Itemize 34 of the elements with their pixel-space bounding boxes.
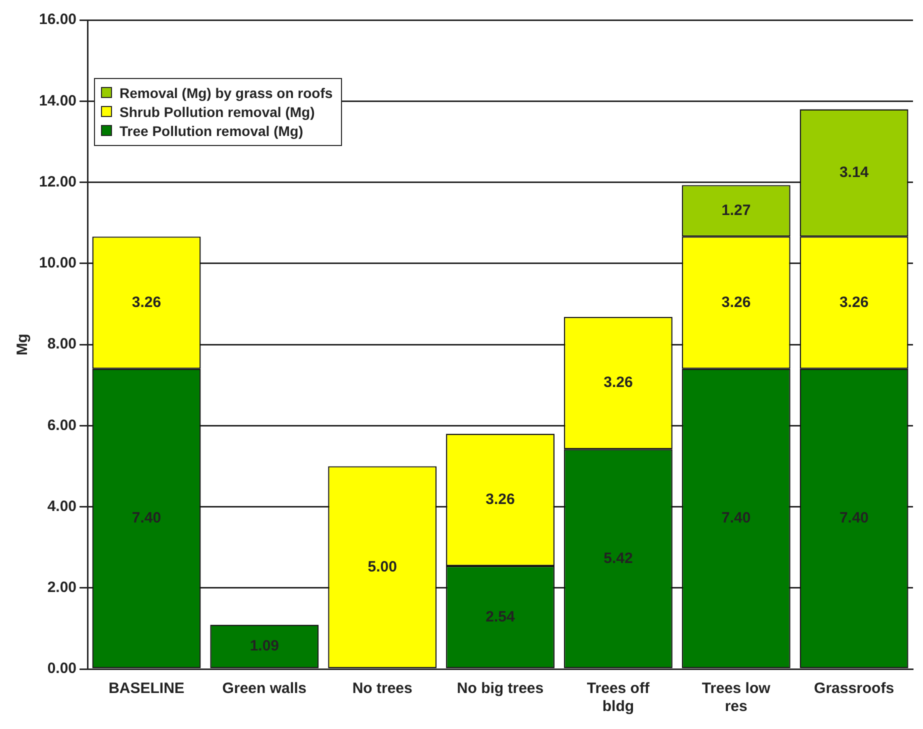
data-label: 5.00 xyxy=(368,558,397,576)
y-tick-label: 14.00 xyxy=(38,92,77,110)
legend-label: Tree Pollution removal (Mg) xyxy=(120,122,304,139)
legend-label: Shrub Pollution removal (Mg) xyxy=(120,104,315,120)
data-label: 3.26 xyxy=(132,294,162,311)
legend-label: Removal (Mg) by grass on roofs xyxy=(120,84,333,101)
data-label: 3.14 xyxy=(839,164,870,182)
data-label: 3.26 xyxy=(486,490,515,508)
x-tick-label: BASELINE xyxy=(108,680,184,698)
y-tick-label: 10.00 xyxy=(38,254,77,272)
y-tick-label: 12.00 xyxy=(38,173,77,190)
y-tick-label: 16.00 xyxy=(38,11,77,28)
data-label: 7.40 xyxy=(722,510,751,527)
y-tick-label: 2.00 xyxy=(47,579,77,596)
y-tick-label: 0.00 xyxy=(47,660,77,678)
data-label: 7.40 xyxy=(839,510,869,527)
x-tick-label: Green walls xyxy=(222,680,307,698)
data-label: 7.40 xyxy=(132,510,162,527)
y-tick-label: 8.00 xyxy=(47,336,77,353)
data-label: 5.42 xyxy=(604,550,633,567)
y-tick-label: 6.00 xyxy=(47,416,77,434)
data-label: 3.26 xyxy=(722,294,751,311)
data-label: 3.26 xyxy=(839,294,869,311)
x-tick-label: No big trees xyxy=(456,680,544,698)
data-label: 1.27 xyxy=(722,202,751,219)
x-tick-label: Trees low res xyxy=(702,680,771,716)
data-label: 2.54 xyxy=(486,608,516,626)
x-tick-label: Trees off bldg xyxy=(586,680,650,716)
data-label: 1.09 xyxy=(250,638,280,655)
x-tick-label: No trees xyxy=(352,680,412,698)
x-tick-label: Grassroofs xyxy=(814,680,894,698)
data-label: 3.26 xyxy=(604,374,633,392)
y-axis-title: Mg xyxy=(14,334,32,356)
y-tick-label: 4.00 xyxy=(47,498,77,515)
